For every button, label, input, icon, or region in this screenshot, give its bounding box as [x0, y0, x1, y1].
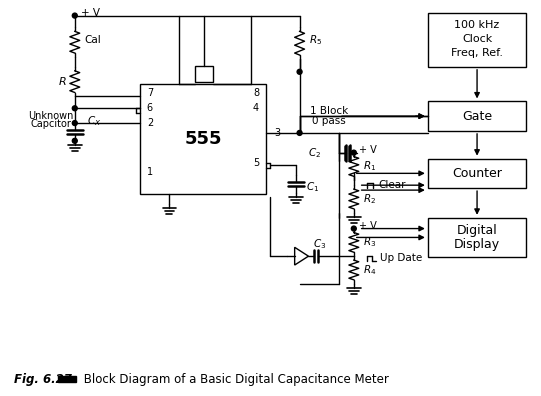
Text: Fig. 6.27: Fig. 6.27 [14, 373, 71, 386]
Text: Counter: Counter [452, 167, 502, 180]
Text: 1 Block: 1 Block [310, 106, 348, 116]
Bar [140, 84, 266, 194]
Text: $R_3$: $R_3$ [362, 236, 376, 249]
Text: Display: Display [454, 238, 500, 251]
Circle shape [72, 106, 77, 111]
Text: 2: 2 [147, 118, 153, 128]
Text: + V: + V [359, 145, 377, 155]
Text: Gate: Gate [462, 110, 492, 123]
Circle shape [72, 121, 77, 126]
Text: 100 kHz: 100 kHz [454, 21, 500, 30]
Text: Cal: Cal [84, 35, 101, 45]
Text: Clock: Clock [462, 34, 492, 44]
Text: R: R [59, 77, 67, 87]
Text: $C_2$: $C_2$ [308, 146, 321, 160]
Circle shape [351, 150, 357, 155]
Text: $C_X$: $C_X$ [87, 114, 101, 128]
Circle shape [72, 13, 77, 18]
Text: 1: 1 [147, 168, 153, 177]
Text: $R_2$: $R_2$ [362, 192, 376, 206]
Text: + V: + V [81, 8, 100, 18]
Text: Freq, Ref.: Freq, Ref. [451, 48, 503, 58]
Text: Clear: Clear [379, 180, 406, 190]
Text: 3: 3 [274, 128, 280, 138]
Bar [428, 218, 526, 257]
Circle shape [297, 69, 302, 74]
Text: $C_3$: $C_3$ [313, 238, 326, 251]
Bar [58, 377, 76, 383]
Text: $R_4$: $R_4$ [362, 263, 376, 277]
Text: Unknown: Unknown [29, 111, 74, 121]
Text: 6: 6 [147, 103, 153, 113]
Bar [428, 158, 526, 188]
Circle shape [72, 138, 77, 143]
Bar [195, 66, 213, 82]
Circle shape [297, 130, 302, 135]
Circle shape [351, 226, 357, 231]
Bar [428, 13, 526, 67]
Text: 8: 8 [253, 88, 259, 99]
Text: Digital: Digital [457, 224, 497, 237]
Text: + V: + V [359, 221, 377, 230]
Text: 555: 555 [184, 130, 222, 148]
Bar [428, 101, 526, 131]
Text: 5: 5 [253, 158, 259, 168]
Text: 4: 4 [253, 103, 259, 113]
Text: 7: 7 [147, 88, 153, 99]
Text: Up Date: Up Date [380, 253, 423, 263]
Text: $R_1$: $R_1$ [362, 160, 376, 173]
Text: Capcitor: Capcitor [31, 119, 71, 129]
Text: $R_5$: $R_5$ [309, 33, 322, 47]
Text: $C_1$: $C_1$ [306, 180, 319, 194]
Text: Block Diagram of a Basic Digital Capacitance Meter: Block Diagram of a Basic Digital Capacit… [80, 373, 388, 386]
Text: 0 pass: 0 pass [312, 116, 346, 126]
